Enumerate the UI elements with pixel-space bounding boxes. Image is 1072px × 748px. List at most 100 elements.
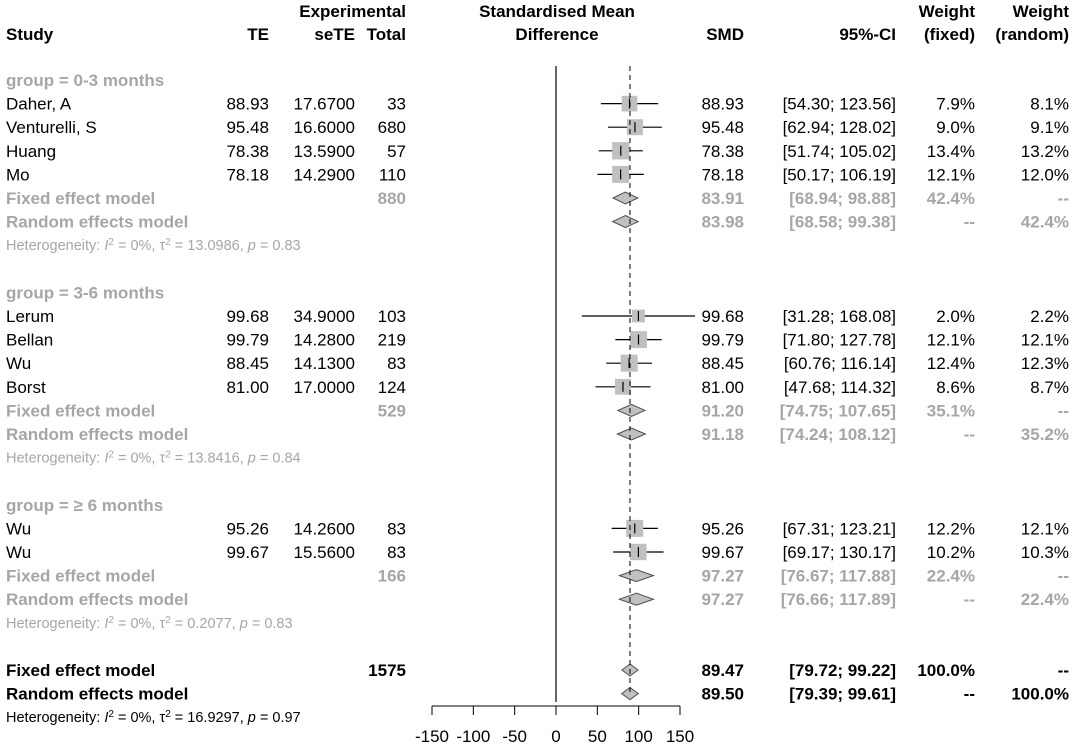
ci-cell: [68.58; 99.38]	[789, 213, 896, 232]
overall-heterogeneity-text: Heterogeneity: I2 = 0%, τ2 = 16.9297, p …	[6, 709, 301, 727]
weight-fixed-cell: --	[964, 685, 975, 704]
weight-random-cell: 8.1%	[1030, 95, 1069, 114]
ci-cell: [54.30; 123.56]	[783, 95, 896, 114]
weight-random-cell: 12.1%	[1021, 519, 1069, 538]
overall-random-diamond	[620, 686, 640, 701]
smd-cell: 97.27	[701, 567, 744, 586]
te-cell: 88.93	[226, 95, 269, 114]
study-name: Venturelli, S	[6, 118, 97, 137]
study-name: Borst	[6, 378, 46, 397]
het-part: 2	[165, 449, 171, 460]
fixed-diamond	[611, 191, 639, 205]
weight-random-cell: 12.0%	[1021, 165, 1069, 184]
weight-fixed-cell: 13.4%	[927, 142, 975, 161]
te-cell: 81.00	[226, 378, 269, 397]
study-name: Bellan	[6, 331, 53, 350]
heterogeneity-text: Heterogeneity: I2 = 0%, τ2 = 0.2077, p =…	[6, 614, 293, 632]
weight-fixed-cell: 12.4%	[927, 354, 975, 373]
ci-cell: [62.94; 128.02]	[783, 118, 896, 137]
het-part: τ	[159, 710, 165, 726]
het-part: = 13.8416,	[171, 451, 248, 467]
study-name: Wu	[6, 354, 31, 373]
weight-random-cell: 35.2%	[1021, 425, 1069, 444]
plot-area	[555, 66, 695, 702]
sete-cell: 14.1300	[294, 354, 355, 373]
random-model-label: Random effects model	[6, 213, 188, 232]
smd-cell: 99.79	[701, 331, 744, 350]
het-part: 2	[108, 709, 114, 720]
het-part: p	[239, 616, 248, 632]
het-part: 2	[165, 237, 171, 248]
weight-fixed-cell: --	[964, 590, 975, 609]
sete-cell: 14.2600	[294, 519, 355, 538]
ci-cell: [71.80; 127.78]	[783, 331, 896, 350]
total-cell: 124	[378, 378, 406, 397]
header-sete: seTE	[314, 25, 355, 44]
sete-cell: 17.6700	[294, 95, 355, 114]
column-headers: Study TE Experimental seTE Total Standar…	[6, 2, 1069, 44]
weight-fixed-cell: 100.0%	[917, 661, 975, 680]
weight-fixed-cell: 10.2%	[927, 543, 975, 562]
x-tick-label: 0	[551, 727, 560, 746]
het-part: Heterogeneity:	[6, 451, 104, 467]
ci-cell: [31.28; 168.08]	[783, 307, 896, 326]
te-cell: 99.68	[226, 307, 269, 326]
ci-cell: [69.17; 130.17]	[783, 543, 896, 562]
x-tick-label: 150	[666, 727, 694, 746]
total-cell: 680	[378, 118, 406, 137]
study-name: Mo	[6, 165, 30, 184]
total-cell: 219	[378, 331, 406, 350]
het-part: Heterogeneity:	[6, 238, 104, 254]
sete-cell: 16.6000	[294, 118, 355, 137]
random-diamond	[616, 427, 647, 441]
smd-cell: 91.20	[701, 401, 744, 420]
total-cell: 880	[378, 189, 406, 208]
smd-cell: 97.27	[701, 590, 744, 609]
te-cell: 99.79	[226, 331, 269, 350]
random-diamond	[617, 592, 655, 606]
x-tick-label: -150	[415, 727, 449, 746]
het-part: Heterogeneity:	[6, 710, 104, 726]
te-cell: 95.48	[226, 118, 269, 137]
smd-cell: 88.93	[701, 95, 744, 114]
ci-cell: [79.72; 99.22]	[789, 661, 896, 680]
het-part: I	[104, 710, 108, 726]
fixed-diamond	[617, 569, 655, 583]
smd-cell: 81.00	[701, 378, 744, 397]
het-part: = 0%,	[114, 451, 160, 467]
subgroup-label: group = 0-3 months	[6, 71, 164, 90]
random-diamond	[611, 215, 640, 229]
overall-fixed-label: Fixed effect model	[6, 661, 155, 680]
weight-random-cell: --	[1058, 661, 1069, 680]
subgroup-label: group = 3-6 months	[6, 283, 164, 302]
het-part: 2	[165, 709, 171, 720]
header-weight-fixed: Weight	[919, 2, 976, 21]
total-cell: 529	[378, 401, 406, 420]
het-part: = 0.97	[256, 710, 301, 726]
fixed-model-label: Fixed effect model	[6, 189, 155, 208]
total-cell: 110	[379, 165, 406, 184]
sete-cell: 17.0000	[294, 378, 355, 397]
total-cell: 166	[378, 567, 406, 586]
het-part: = 0.83	[248, 616, 293, 632]
ci-cell: [60.76; 116.14]	[784, 354, 896, 373]
total-cell: 33	[387, 95, 406, 114]
te-cell: 78.38	[226, 142, 269, 161]
smd-cell: 78.18	[701, 165, 744, 184]
weight-fixed-cell: 8.6%	[936, 378, 975, 397]
het-part: p	[247, 238, 256, 254]
study-name: Huang	[6, 142, 56, 161]
weight-random-cell: 9.1%	[1030, 118, 1069, 137]
weight-random-cell: 8.7%	[1030, 378, 1069, 397]
header-fixed: (fixed)	[924, 25, 975, 44]
x-axis: -150 -100 -50 0 50 100 150	[415, 705, 694, 746]
header-smd-title-1: Standardised Mean	[479, 2, 635, 21]
het-part: = 0.2077,	[171, 616, 240, 632]
weight-random-cell: 22.4%	[1021, 590, 1069, 609]
het-part: p	[247, 710, 256, 726]
header-random: (random)	[995, 25, 1069, 44]
random-model-label: Random effects model	[6, 425, 188, 444]
study-name: Wu	[6, 519, 31, 538]
header-study: Study	[6, 25, 54, 44]
